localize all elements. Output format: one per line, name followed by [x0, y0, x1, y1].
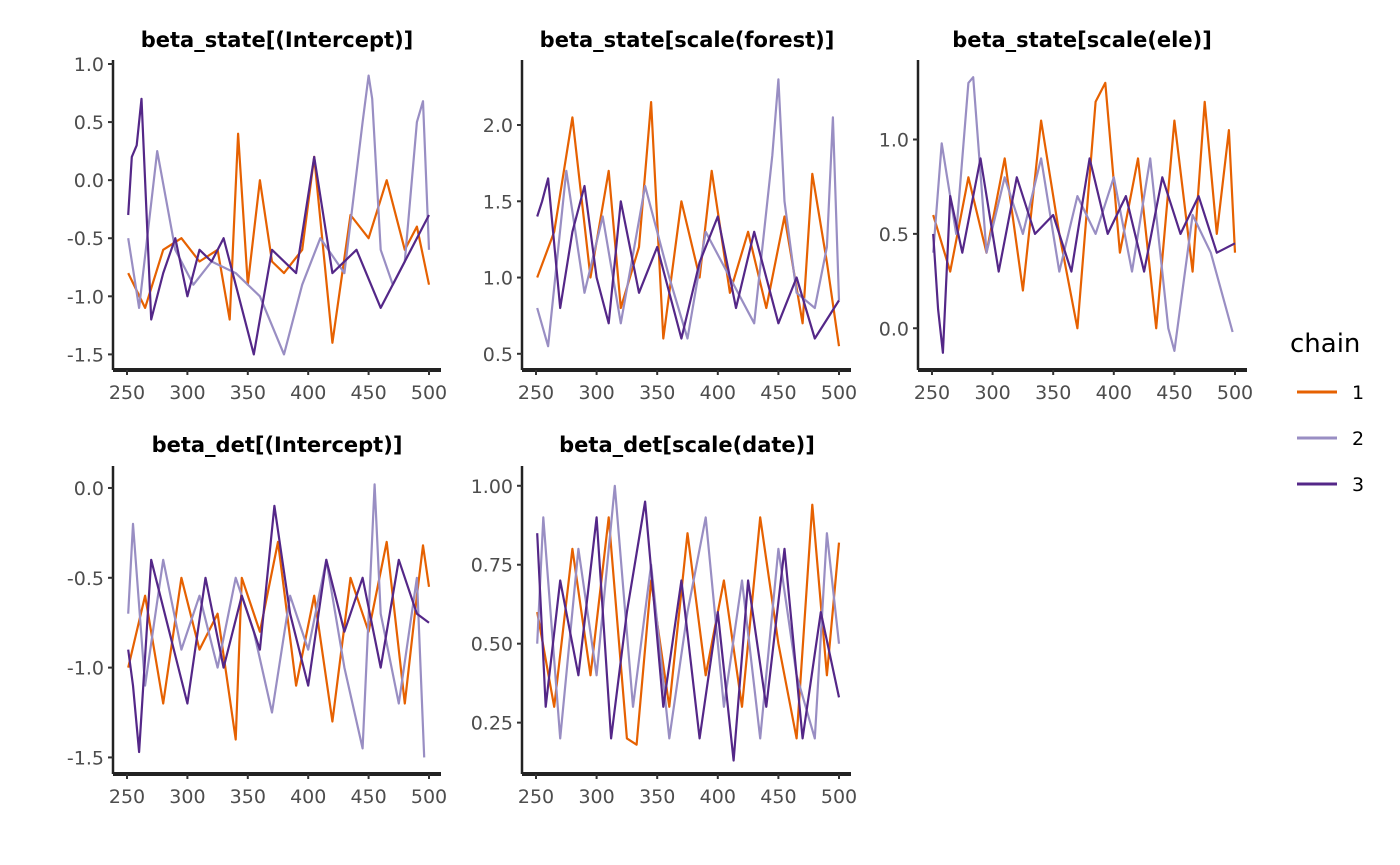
y-tick-label: 1.5: [483, 191, 513, 213]
panel-1: beta_state[(Intercept)] 1.0 0.5 0.0 -0.5 -1.0…: [67, 28, 447, 404]
y-tick-label: 1.0: [483, 268, 513, 290]
x-tick-label: 250: [109, 382, 145, 404]
y-tick-label: 1.00: [471, 476, 513, 498]
x-tick-label: 400: [290, 786, 326, 808]
series-line-chain-1: [127, 540, 431, 741]
y-tick-label: -1.5: [67, 344, 104, 366]
legend: chain 1 2 3: [1290, 329, 1364, 496]
y-tick-label: 2.0: [483, 115, 513, 137]
y-tick-label: 0.50: [471, 634, 513, 656]
series-line-chain-1: [932, 81, 1237, 330]
x-tick-label: 400: [700, 382, 736, 404]
y-tick-label: 0.0: [879, 318, 909, 340]
panel-title: beta_state[scale(ele)]: [952, 28, 1212, 52]
series-line-chain-1: [127, 132, 431, 344]
x-tick-label: 400: [1096, 382, 1132, 404]
x-tick-label: 300: [169, 786, 205, 808]
x-tick-label: 500: [821, 382, 857, 404]
y-tick-label: -1.5: [67, 747, 104, 769]
y-tick-label: 0.75: [471, 555, 513, 577]
y-tick-label: -0.5: [67, 228, 104, 250]
panel-3: beta_state[scale(ele)] 1.0 0.5 0.0 250 300 350…: [879, 28, 1253, 404]
y-tick-label: -0.5: [67, 568, 104, 590]
x-tick-label: 300: [169, 382, 205, 404]
x-tick-label: 300: [974, 382, 1010, 404]
series-line-chain-2: [127, 483, 426, 758]
panel-5: beta_det[scale(date)] 1.00 0.75 0.50 0.25 250…: [471, 433, 857, 808]
legend-title: chain: [1290, 329, 1360, 359]
y-tick-label: 1.0: [879, 130, 909, 152]
x-tick-label: 250: [109, 786, 145, 808]
x-tick-label: 250: [914, 382, 950, 404]
x-tick-label: 450: [760, 382, 796, 404]
x-tick-label: 500: [411, 382, 447, 404]
x-tick-label: 250: [518, 786, 554, 808]
x-tick-label: 350: [639, 786, 675, 808]
y-tick-label: 1.0: [74, 54, 104, 76]
y-tick-label: 0.0: [74, 478, 104, 500]
legend-label-chain-2: 2: [1352, 428, 1364, 450]
y-tick-label: -1.0: [67, 286, 104, 308]
panel-title: beta_state[(Intercept)]: [141, 28, 414, 52]
series-line-chain-3: [932, 157, 1236, 354]
x-tick-label: 300: [578, 382, 614, 404]
series-line-chain-2: [536, 78, 841, 348]
x-tick-label: 350: [639, 382, 675, 404]
y-tick-label: 0.5: [879, 224, 909, 246]
x-tick-label: 500: [411, 786, 447, 808]
facet-panels: beta_state[(Intercept)] 1.0 0.5 0.0 -0.5 -1.0…: [67, 28, 1253, 808]
y-tick-label: 0.0: [74, 170, 104, 192]
y-tick-label: 0.25: [471, 713, 513, 735]
panel-title: beta_state[scale(forest)]: [540, 28, 835, 52]
x-tick-label: 350: [230, 786, 266, 808]
x-tick-label: 400: [700, 786, 736, 808]
x-tick-label: 250: [518, 382, 554, 404]
panel-2: beta_state[scale(forest)] 2.0 1.5 1.0 0.5250…: [483, 28, 857, 404]
series-line-chain-2: [932, 76, 1234, 352]
legend-label-chain-3: 3: [1352, 474, 1364, 496]
series-line-chain-3: [127, 97, 430, 356]
series-line-chain-3: [536, 500, 841, 762]
panel-title: beta_det[(Intercept)]: [152, 433, 403, 457]
y-tick-label: 0.5: [74, 112, 104, 134]
series-line-chain-2: [127, 74, 431, 356]
x-tick-label: 450: [760, 786, 796, 808]
y-tick-label: 0.5: [483, 344, 513, 366]
x-tick-label: 300: [578, 786, 614, 808]
y-tick-label: -1.0: [67, 658, 104, 680]
x-tick-label: 350: [1035, 382, 1071, 404]
x-tick-label: 400: [290, 382, 326, 404]
x-tick-label: 500: [1217, 382, 1253, 404]
x-tick-label: 500: [821, 786, 857, 808]
legend-label-chain-1: 1: [1352, 382, 1364, 404]
x-tick-label: 450: [1156, 382, 1192, 404]
series-line-chain-3: [536, 177, 840, 340]
x-tick-label: 450: [350, 786, 386, 808]
series-line-chain-3: [127, 504, 430, 754]
panel-title: beta_det[scale(date)]: [559, 433, 815, 457]
series-line-chain-1: [536, 503, 841, 746]
x-tick-label: 350: [230, 382, 266, 404]
x-tick-label: 450: [350, 382, 386, 404]
